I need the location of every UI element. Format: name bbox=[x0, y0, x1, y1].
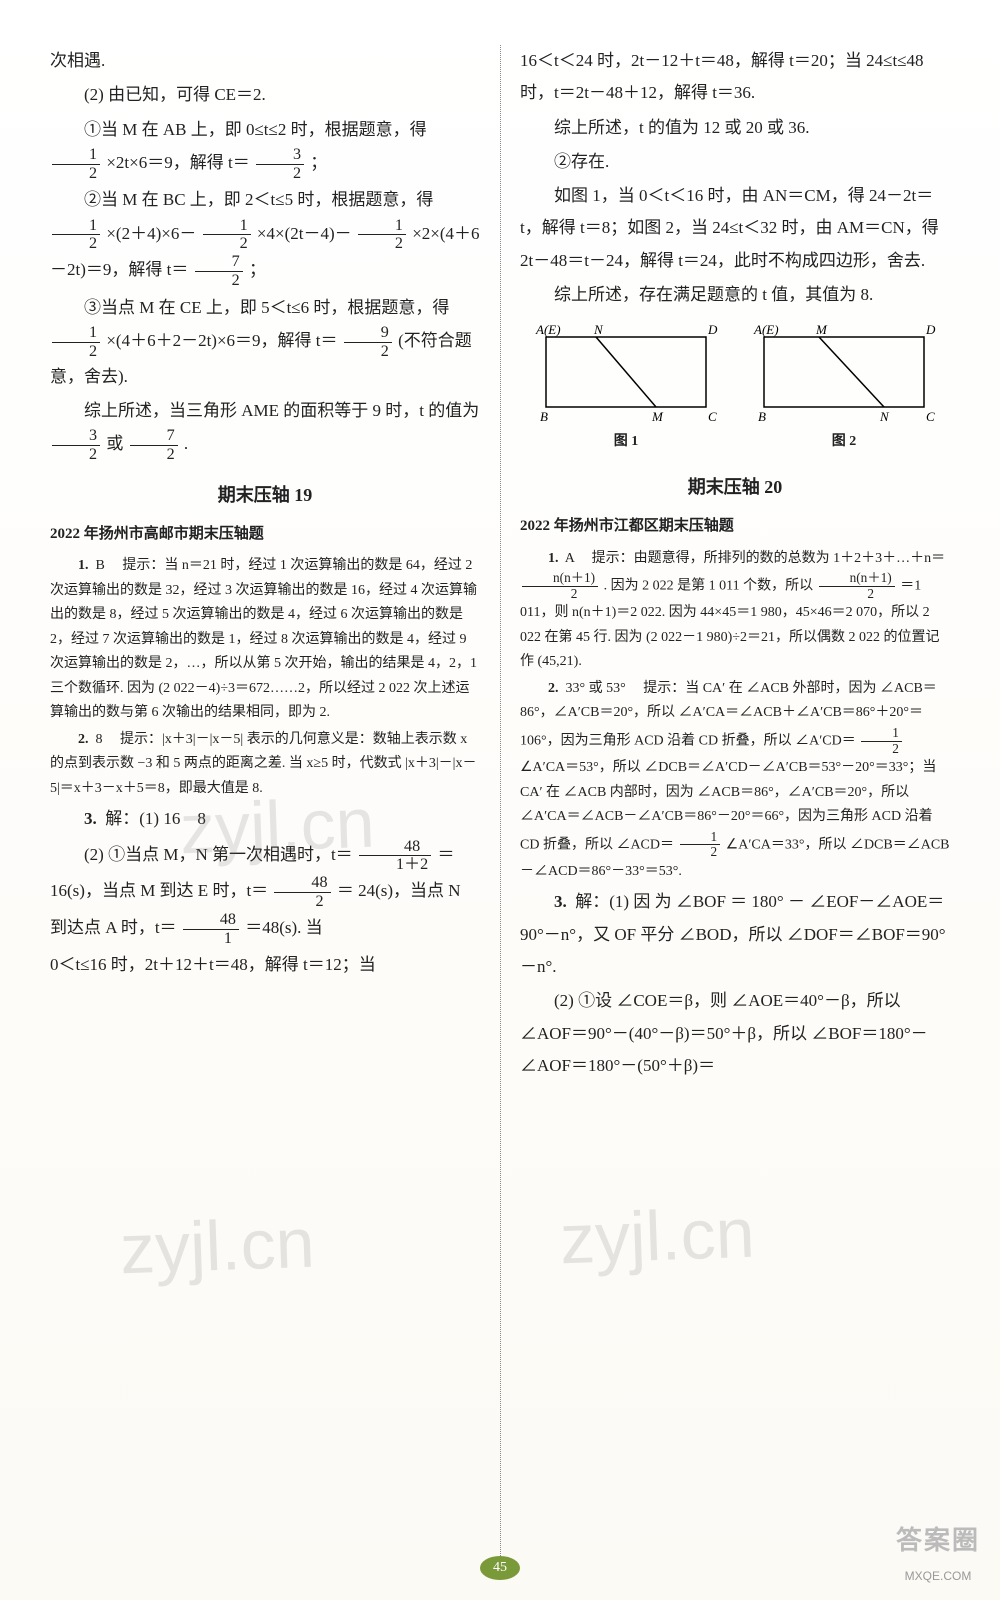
fraction: 12 bbox=[203, 217, 251, 254]
fraction: 72 bbox=[195, 253, 243, 290]
case-1: ①当 M 在 AB 上，即 0≤t≤2 时，根据题意，得 12 ×2t×6＝9，… bbox=[50, 114, 480, 183]
problem-number: 3. bbox=[84, 809, 97, 828]
fraction: 12 bbox=[52, 324, 100, 361]
problem-number: 3. bbox=[554, 892, 567, 911]
problem-number: 1. bbox=[78, 558, 89, 573]
section-title-19: 期末压轴 19 bbox=[50, 478, 480, 512]
problem-3-part1: 3. 解：(1) 16 8 bbox=[50, 803, 480, 835]
problem-number: 2. bbox=[548, 681, 559, 696]
svg-text:M: M bbox=[815, 322, 828, 337]
svg-text:C: C bbox=[708, 409, 717, 424]
text: ×2t×6＝9，解得 t＝ bbox=[106, 153, 249, 172]
fraction: 12 bbox=[52, 217, 100, 254]
figure-1-caption: 图 1 bbox=[526, 429, 726, 456]
fraction: 92 bbox=[344, 324, 392, 361]
case-2: ②当 M 在 BC 上，即 2＜t≤5 时，根据题意，得 12 ×(2＋4)×6… bbox=[50, 184, 480, 289]
fraction: 481＋2 bbox=[359, 838, 431, 875]
fraction: 32 bbox=[256, 146, 304, 183]
text: ②当 M 在 BC 上，即 2＜t≤5 时，根据题意，得 bbox=[84, 190, 433, 209]
section-title-20: 期末压轴 20 bbox=[520, 470, 950, 504]
fraction: 12 bbox=[52, 146, 100, 183]
footer-brand: 答案圈 MXQE.COM bbox=[896, 1516, 980, 1588]
text: ①当 M 在 AB 上，即 0≤t≤2 时，根据题意，得 bbox=[84, 120, 427, 139]
figure-2-caption: 图 2 bbox=[744, 429, 944, 456]
svg-text:N: N bbox=[593, 322, 604, 337]
exists: ②存在. bbox=[520, 146, 950, 178]
case-3: ③当点 M 在 CE 上，即 5＜t≤6 时，根据题意，得 12 ×(4＋6＋2… bbox=[50, 292, 480, 393]
text: 综上所述，当三角形 AME 的面积等于 9 时，t 的值为 bbox=[84, 401, 479, 420]
text: 解：(1) 16 8 bbox=[105, 809, 206, 828]
r-problem-3-part1: 3. 解：(1) 因 为 ∠BOF ＝ 180° － ∠EOF－∠AOE＝90°… bbox=[520, 886, 950, 983]
watermark-2: zyjl.cn bbox=[118, 1177, 317, 1317]
continuation-r1: 16＜t＜24 时，2t－12＋t＝48，解得 t＝20；当 24≤t≤48 时… bbox=[520, 45, 950, 110]
text: . bbox=[184, 434, 188, 453]
problem-2: 2. 8 提示：|x＋3|－|x－5| 表示的几何意义是：数轴上表示数 x 的点… bbox=[50, 728, 480, 802]
fraction: 12 bbox=[861, 726, 902, 756]
fraction: n(n＋1)2 bbox=[522, 571, 598, 601]
problem-number: 2. bbox=[78, 732, 89, 747]
figures-row: A(E) N D B M C 图 1 A(E) M D B N bbox=[520, 317, 950, 456]
subsection-title-20: 2022 年扬州市江都区期末压轴题 bbox=[520, 512, 950, 541]
text: 或 bbox=[106, 434, 123, 453]
summary-r: 综上所述，t 的值为 12 或 20 或 36. bbox=[520, 112, 950, 144]
svg-text:M: M bbox=[651, 409, 664, 424]
text: 解：(1) 因 为 ∠BOF ＝ 180° － ∠EOF－∠AOE＝90°－n°… bbox=[520, 892, 946, 976]
solution-step: (2) 由已知，可得 CE＝2. bbox=[50, 79, 480, 111]
footer-brand-name: 答案圈 bbox=[896, 1516, 980, 1565]
svg-text:D: D bbox=[925, 322, 936, 337]
hint-text: . 因为 2 022 是第 1 011 个数，所以 bbox=[604, 579, 813, 594]
text: ＝ bbox=[337, 881, 354, 900]
summary-r2: 综上所述，存在满足题意的 t 值，其值为 8. bbox=[520, 279, 950, 311]
hint-text: 提示：由题意得，所排列的数的总数为 1＋2＋3＋…＋n＝ bbox=[592, 551, 946, 566]
text: ×4×(2t－4)－ bbox=[257, 224, 352, 243]
svg-text:N: N bbox=[879, 409, 890, 424]
svg-text:B: B bbox=[758, 409, 766, 424]
page-number-badge: 45 bbox=[480, 1556, 520, 1580]
text: ×(4＋6＋2－2t)×6＝9，解得 t＝ bbox=[106, 331, 337, 350]
text: (2) ①当点 M，N 第一次相遇时，t＝ bbox=[84, 845, 353, 864]
svg-text:B: B bbox=[540, 409, 548, 424]
fraction: n(n＋1)2 bbox=[819, 571, 895, 601]
hint-text: 提示：当 n＝21 时，经过 1 次运算输出的数是 64，经过 2 次运算输出的… bbox=[50, 558, 477, 720]
fraction: 481 bbox=[183, 911, 239, 948]
r-problem-2: 2. 33° 或 53° 提示：当 CA′ 在 ∠ACB 外部时，因为 ∠ACB… bbox=[520, 677, 950, 885]
subsection-title-19: 2022 年扬州市高邮市期末压轴题 bbox=[50, 520, 480, 549]
problem-3-cont: 0＜t≤16 时，2t＋12＋t＝48，解得 t＝12；当 bbox=[50, 949, 480, 981]
fraction: 72 bbox=[130, 427, 178, 464]
text: ＝48(s). 当 bbox=[245, 918, 322, 937]
text: ×(2＋4)×6－ bbox=[106, 224, 196, 243]
summary: 综上所述，当三角形 AME 的面积等于 9 时，t 的值为 32 或 72 . bbox=[50, 395, 480, 464]
answer: B bbox=[96, 558, 105, 573]
hint-text: 提示：|x＋3|－|x－5| 表示的几何意义是：数轴上表示数 x 的点到表示数 … bbox=[50, 732, 477, 796]
figure-2: A(E) M D B N C 图 2 bbox=[744, 317, 944, 456]
text: ； bbox=[310, 153, 327, 172]
problem-number: 1. bbox=[548, 551, 559, 566]
figure-1: A(E) N D B M C 图 1 bbox=[526, 317, 726, 456]
fraction: 12 bbox=[680, 830, 721, 860]
fraction: 12 bbox=[358, 217, 406, 254]
continuation-line: 次相遇. bbox=[50, 45, 480, 77]
text: ③当点 M 在 CE 上，即 5＜t≤6 时，根据题意，得 bbox=[84, 298, 449, 317]
text: ； bbox=[249, 260, 266, 279]
answer: 8 bbox=[96, 732, 103, 747]
answer: 33° 或 53° bbox=[566, 681, 626, 696]
svg-text:C: C bbox=[926, 409, 935, 424]
fraction: 482 bbox=[274, 874, 330, 911]
answer: A bbox=[565, 551, 574, 566]
problem-3-part2: (2) ①当点 M，N 第一次相遇时，t＝ 481＋2 ＝16(s)，当点 M … bbox=[50, 838, 480, 948]
r-problem-3-part2: (2) ①设 ∠COE＝β，则 ∠AOE＝40°－β，所以 ∠AOF＝90°－(… bbox=[520, 985, 950, 1082]
problem-1: 1. B 提示：当 n＝21 时，经过 1 次运算输出的数是 64，经过 2 次… bbox=[50, 554, 480, 726]
svg-text:A(E): A(E) bbox=[753, 322, 779, 337]
page: 次相遇. (2) 由已知，可得 CE＝2. ①当 M 在 AB 上，即 0≤t≤… bbox=[0, 0, 1000, 1600]
svg-text:A(E): A(E) bbox=[535, 322, 561, 337]
fraction: 32 bbox=[52, 427, 100, 464]
footer-url: MXQE.COM bbox=[896, 1565, 980, 1588]
svg-text:D: D bbox=[707, 322, 718, 337]
watermark-3: zyjl.cn bbox=[558, 1167, 757, 1307]
r-problem-1: 1. A 提示：由题意得，所排列的数的总数为 1＋2＋3＋…＋n＝ n(n＋1)… bbox=[520, 547, 950, 675]
fig-discussion: 如图 1，当 0＜t＜16 时，由 AN＝CM，得 24－2t＝t，解得 t＝8… bbox=[520, 180, 950, 277]
